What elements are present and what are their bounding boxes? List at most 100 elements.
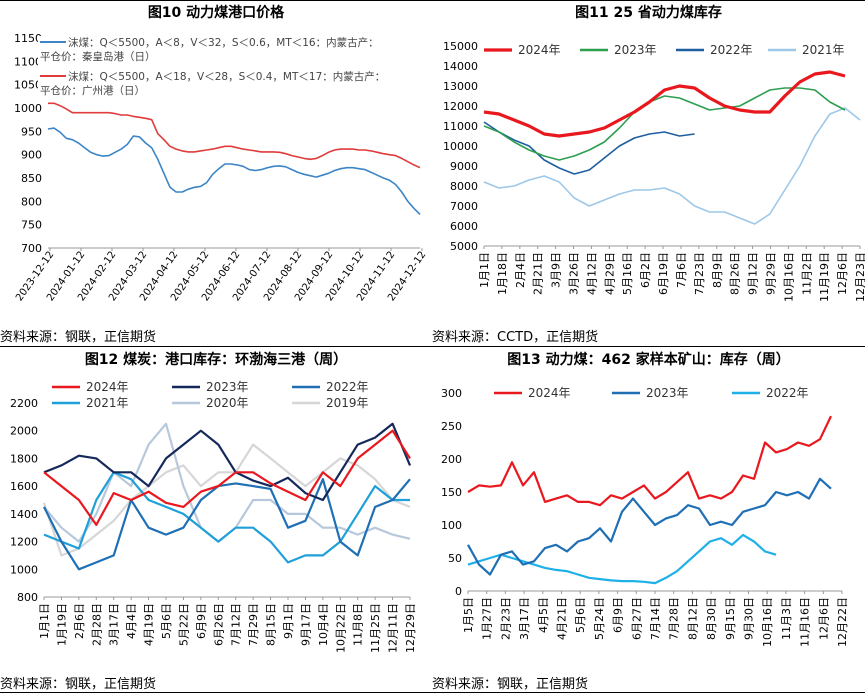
mine-stock-chart: 0 50 100 150 200 250 300 1月5日 1月27日 2月23日 3月17日 4月5… [441, 386, 849, 647]
series-line-3 [483, 107, 861, 225]
legend: 2024年 2023年 2022年 [494, 386, 809, 400]
series-line-0 [467, 415, 832, 507]
x-tick-label: 8月9日 [711, 252, 724, 288]
y-tick-label: 50 [448, 552, 462, 565]
panel-mine-stock: 图13 动力煤：462 家样本矿山：库存（周） 0 50 100 150 200 250 3… [432, 347, 865, 693]
x-tick-label: 12月11日 [387, 603, 400, 653]
x-tick-label: 5月24日 [593, 597, 606, 640]
x-tick-label: 2月6日 [73, 603, 86, 639]
series-line-0 [483, 70, 846, 138]
x-tick-label: 11月8日 [352, 603, 365, 646]
legend-label: 2023年 [614, 43, 657, 57]
y-tick-label: 100 [441, 519, 462, 532]
x-tick-label: 4月4日 [125, 603, 138, 639]
x-tick-label: 4月19日 [143, 603, 156, 646]
x-tick-label: 3月17日 [518, 597, 531, 640]
y-tick-label: 1150 [14, 32, 42, 45]
legend-box [38, 36, 423, 98]
y-tick-label: 150 [441, 486, 462, 499]
y-tick-label: 1400 [10, 508, 38, 521]
y-tick-label: 1800 [10, 452, 38, 465]
x-axis: 1月1日 1月18日 2月4日 2月21日 3月9日 3月26日 4月12日 4月29日 5月1… [478, 246, 865, 302]
panel-bohai-port-stock: 图12 煤炭：港口库存：环渤海三港（周） 800 1000 1200 1400 1600… [0, 347, 432, 693]
legend-label: 2024年 [86, 380, 129, 394]
legend-label: 2024年 [518, 43, 561, 57]
x-tick-label: 3月9日 [550, 252, 563, 288]
x-tick-label: 1月5日 [462, 597, 475, 633]
y-tick-label: 300 [441, 387, 462, 400]
x-tick-label: 12月23日 [854, 252, 865, 302]
y-axis: 800 1000 1200 1400 1600 1800 2000 2200 [10, 397, 38, 604]
legend-label: 2022年 [326, 380, 369, 394]
x-tick-label: 5月16日 [621, 252, 634, 295]
x-tick-label: 4月5日 [537, 597, 550, 633]
x-tick-label: 12月6日 [836, 252, 849, 295]
panel-port-price: 图10 动力煤港口价格 700 750 800 850 900 950 1000 1050 11… [0, 0, 432, 346]
y-tick-label: 12000 [443, 100, 478, 113]
series-line-2 [467, 533, 777, 585]
x-tick-label: 11月2日 [800, 252, 813, 295]
y-tick-label: 1000 [14, 102, 42, 115]
x-axis: 2023-12-122024-01-122024-02-122024-03-12… [14, 248, 428, 303]
x-axis: 1月1日 1月19日 2月6日 2月28日 3月17日 4月4日 4月19日 5月6日 5月22… [38, 597, 417, 653]
series-line-2 [483, 121, 695, 175]
x-tick-label: 6月19日 [657, 252, 670, 295]
legend-label: 2022年 [710, 43, 753, 57]
series-line-2 [43, 478, 411, 571]
x-tick-label: 10月16日 [782, 252, 795, 302]
x-axis: 1月5日 1月27日 2月23日 3月17日 4月5日 4月21日 5月6日 5月24日 6月9… [462, 591, 849, 647]
y-tick-label: 1200 [10, 536, 38, 549]
port-price-chart: 700 750 800 850 900 950 1000 1050 1100 1150 2023-1… [14, 32, 428, 303]
x-tick-label: 3月17日 [108, 603, 121, 646]
x-tick-label: 10月22日 [334, 603, 347, 653]
legend-label: 2022年 [766, 386, 809, 400]
x-tick-label: 7月23日 [693, 252, 706, 295]
legend: 沫煤：Q＜5500，A＜8，V＜32，S＜0.6，MT＜16：内蒙古产：平仓价：… [38, 36, 423, 98]
x-tick-label: 9月1日 [282, 603, 295, 639]
x-tick-label: 9月12日 [747, 252, 760, 295]
x-tick-label: 2月4日 [514, 252, 527, 288]
x-tick-label: 7月28日 [668, 597, 681, 640]
y-tick-label: 15000 [443, 40, 478, 53]
x-tick-label: 6月2日 [639, 252, 652, 288]
x-tick-label: 1月19日 [55, 603, 68, 646]
y-tick-label: 800 [21, 195, 42, 208]
x-tick-label: 1月1日 [38, 603, 51, 639]
series-line-1 [43, 422, 412, 502]
x-tick-label: 8月12日 [686, 597, 699, 640]
x-tick-label: 7月6日 [675, 252, 688, 288]
series-group [483, 70, 861, 225]
legend-label: 2021年 [802, 43, 845, 57]
y-tick-label: 11000 [443, 120, 478, 133]
x-tick-label: 1月18日 [496, 252, 509, 295]
series-group [42, 422, 412, 571]
x-tick-label: 7月14日 [649, 597, 662, 640]
x-tick-label: 11月16日 [799, 597, 812, 647]
series-line-1 [48, 102, 421, 169]
x-tick-label: 6月9日 [612, 597, 625, 633]
source-note: 资料来源：钢联，正信期货 [0, 677, 157, 692]
panel-25-province-stock: 图11 25 省动力煤库存 5000 6000 7000 8000 9000 10000 1… [432, 0, 865, 346]
x-tick-label: 2月23日 [499, 597, 512, 640]
y-tick-label: 5000 [450, 240, 478, 253]
legend-label: 2023年 [646, 386, 689, 400]
legend-label: 2020年 [206, 396, 249, 410]
series-group [467, 415, 832, 585]
x-tick-label: 4月12日 [585, 252, 598, 295]
legend: 2024年 2023年 2022年 2021年 [484, 43, 845, 57]
y-tick-label: 2200 [10, 397, 38, 410]
x-tick-label: 9月17日 [299, 603, 312, 646]
x-tick-label: 6月26日 [212, 603, 225, 646]
y-tick-label: 1000 [10, 563, 38, 576]
x-tick-label: 5月6日 [574, 597, 587, 633]
y-tick-label: 900 [21, 149, 42, 162]
chart-title: 图11 25 省动力煤库存 [575, 5, 722, 21]
series-line-0 [47, 127, 421, 215]
source-note: 资料来源：钢联，正信期货 [432, 677, 589, 692]
x-tick-label: 1月1日 [478, 252, 491, 288]
x-tick-label: 6月27日 [630, 597, 643, 640]
y-tick-label: 8000 [450, 180, 478, 193]
y-tick-label: 850 [21, 172, 42, 185]
x-tick-label: 11月19日 [818, 252, 831, 302]
